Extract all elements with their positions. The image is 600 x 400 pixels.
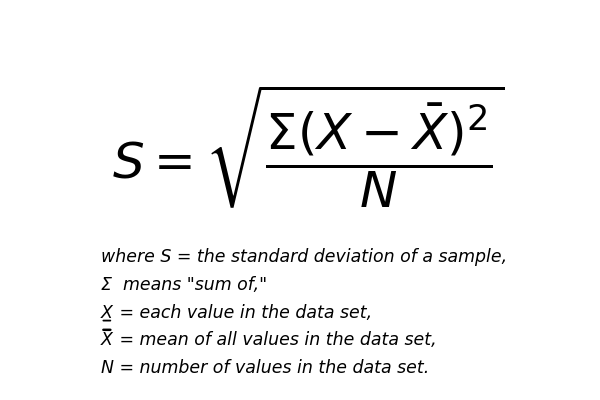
Text: = mean of all values in the data set,: = mean of all values in the data set, (113, 331, 436, 349)
Text: N = number of values in the data set.: N = number of values in the data set. (101, 359, 429, 377)
Text: = each value in the data set,: = each value in the data set, (113, 304, 372, 322)
Text: Σ  means "sum of,": Σ means "sum of," (101, 276, 266, 294)
Text: X: X (101, 304, 112, 322)
Text: X: X (101, 331, 112, 349)
Text: $S = \sqrt{\dfrac{\Sigma(X - \bar{X})^2}{N}}$: $S = \sqrt{\dfrac{\Sigma(X - \bar{X})^2}… (112, 83, 505, 210)
Text: where S = the standard deviation of a sample,: where S = the standard deviation of a sa… (101, 248, 506, 266)
